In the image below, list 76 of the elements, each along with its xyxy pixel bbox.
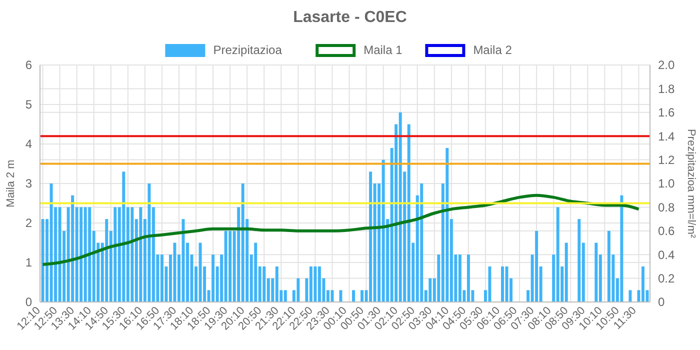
bar — [80, 207, 83, 302]
bar — [275, 266, 278, 302]
bar — [41, 219, 44, 302]
bar — [224, 230, 228, 302]
bar — [458, 254, 462, 302]
bar — [501, 266, 504, 302]
bar — [420, 184, 424, 302]
bar — [114, 207, 117, 302]
y2-tick-label: 0.8 — [658, 200, 676, 214]
bar — [198, 242, 202, 302]
y-tick-label: 4 — [25, 137, 32, 152]
legend-label: Prezipitazioa — [213, 43, 282, 58]
y2-tick-label: 1.4 — [658, 129, 676, 144]
bar — [594, 242, 598, 302]
bar — [360, 290, 364, 302]
bar — [212, 254, 215, 302]
y-axis-title: Maila 2 m — [5, 160, 17, 208]
y2-tick-label: 0.6 — [658, 224, 676, 238]
bar — [446, 148, 449, 302]
legend-label: Maila 2 — [473, 43, 512, 58]
line-series — [41, 194, 640, 266]
bar — [488, 266, 492, 302]
bar — [641, 266, 644, 302]
bar — [173, 242, 176, 302]
bar — [130, 207, 134, 302]
bar — [628, 290, 632, 302]
bar — [148, 184, 151, 302]
bar — [228, 230, 232, 302]
bar — [607, 230, 610, 302]
y2-tick-label: 0.2 — [658, 272, 676, 286]
y2-tick-label: 1.8 — [658, 82, 676, 96]
bar — [58, 207, 62, 302]
y2-tick-label: 0.4 — [658, 248, 676, 262]
bar — [314, 266, 317, 302]
bar — [466, 254, 470, 302]
bar — [284, 290, 287, 302]
bar — [407, 124, 410, 302]
y-tick-label: 0 — [25, 295, 32, 310]
y2-tick-label: 1.0 — [658, 176, 676, 191]
bar — [139, 207, 142, 302]
bar — [105, 219, 108, 302]
bar — [160, 254, 164, 302]
bar — [254, 242, 258, 302]
y2-axis-title: Prezipitazioa mm=l/m² — [685, 128, 697, 238]
bar — [122, 172, 126, 302]
legend-label: Maila 1 — [364, 43, 403, 58]
bar — [535, 230, 538, 302]
bar — [382, 160, 385, 302]
bar — [296, 278, 300, 302]
bar — [578, 219, 581, 302]
bar — [309, 266, 312, 302]
y-tick-label: 1 — [25, 256, 32, 270]
y-tick-label: 2 — [25, 216, 32, 230]
bar — [330, 290, 334, 302]
bar — [556, 207, 560, 302]
bar — [428, 278, 432, 302]
bar — [318, 266, 321, 302]
bar — [50, 184, 53, 302]
y2-tick-label: 0 — [658, 295, 665, 310]
bar — [564, 242, 568, 302]
y2-tick-label: 1.6 — [658, 106, 676, 120]
bar — [71, 195, 74, 302]
chart-title: Lasarte - C0EC — [293, 9, 408, 26]
y-tick-label: 3 — [25, 176, 32, 191]
y2-tick-label: 1.2 — [658, 153, 676, 167]
bar — [262, 266, 266, 302]
bar — [241, 184, 244, 302]
bar — [352, 290, 356, 302]
bar — [369, 172, 372, 302]
y-tick-label: 6 — [25, 58, 32, 72]
y2-tick-label: 2.0 — [658, 58, 676, 72]
y-tick-label: 5 — [25, 98, 32, 112]
bar — [398, 112, 402, 302]
bar — [88, 207, 92, 302]
bar — [84, 207, 87, 302]
bar — [620, 195, 624, 302]
